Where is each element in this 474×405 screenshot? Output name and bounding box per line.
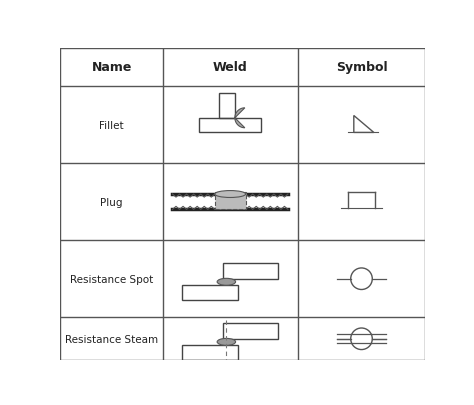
Bar <box>200 119 261 132</box>
Ellipse shape <box>215 191 246 198</box>
Circle shape <box>351 328 372 350</box>
Bar <box>182 345 238 360</box>
Bar <box>222 324 278 339</box>
Text: Weld: Weld <box>213 61 247 74</box>
Ellipse shape <box>217 279 236 286</box>
Polygon shape <box>235 109 245 128</box>
Text: Plug: Plug <box>100 197 123 207</box>
Bar <box>182 285 238 301</box>
Text: Resistance Spot: Resistance Spot <box>70 274 153 284</box>
Bar <box>222 264 278 279</box>
Bar <box>215 193 246 210</box>
Text: Fillet: Fillet <box>100 120 124 130</box>
Text: Name: Name <box>91 61 132 74</box>
Ellipse shape <box>217 339 236 345</box>
Text: Resistance Steam: Resistance Steam <box>65 334 158 344</box>
Bar <box>219 94 235 119</box>
Text: Symbol: Symbol <box>336 61 387 74</box>
